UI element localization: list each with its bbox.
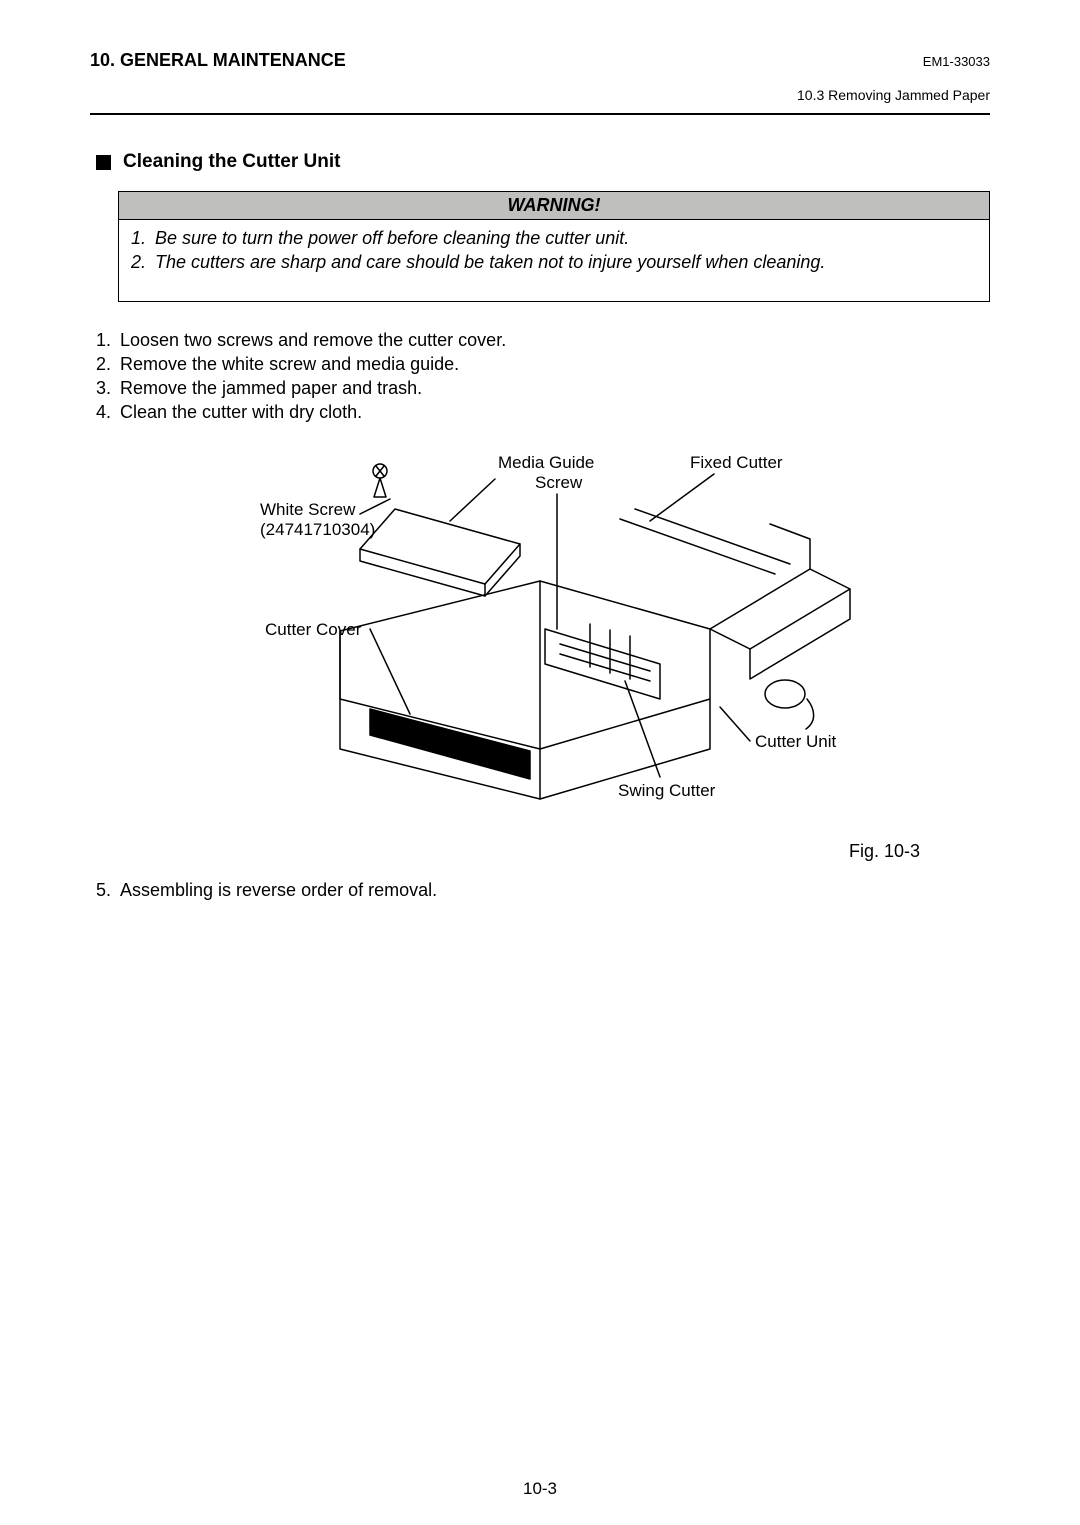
sub-section-title: 10.3 Removing Jammed Paper <box>90 87 990 103</box>
steps-list: 1.Loosen two screws and remove the cutte… <box>96 328 990 425</box>
page-header: 10. GENERAL MAINTENANCE EM1-33033 <box>90 50 990 71</box>
step-item: 5. Assembling is reverse order of remova… <box>96 880 990 901</box>
list-number: 2. <box>131 250 155 274</box>
figure-caption: Fig. 10-3 <box>90 841 920 862</box>
header-divider <box>90 113 990 115</box>
warning-text: The cutters are sharp and care should be… <box>155 250 825 274</box>
list-number: 1. <box>131 226 155 250</box>
list-number: 3. <box>96 376 120 400</box>
warning-text: Be sure to turn the power off before cle… <box>155 226 629 250</box>
chapter-title: 10. GENERAL MAINTENANCE <box>90 50 346 71</box>
diagram-label-cutter-unit: Cutter Unit <box>755 732 836 752</box>
step-text: Loosen two screws and remove the cutter … <box>120 328 506 352</box>
diagram-label-fixed-cutter: Fixed Cutter <box>690 453 783 473</box>
diagram-label-media-guide: Media Guide <box>498 453 594 473</box>
list-number: 4. <box>96 400 120 424</box>
list-number: 5. <box>96 880 120 901</box>
step-item: 2.Remove the white screw and media guide… <box>96 352 990 376</box>
warning-box: WARNING! 1. Be sure to turn the power of… <box>118 191 990 302</box>
step-item: 4.Clean the cutter with dry cloth. <box>96 400 990 424</box>
step-text: Remove the jammed paper and trash. <box>120 376 422 400</box>
page-number: 10-3 <box>0 1479 1080 1499</box>
step-text: Remove the white screw and media guide. <box>120 352 459 376</box>
step-text: Clean the cutter with dry cloth. <box>120 400 362 424</box>
list-number: 2. <box>96 352 120 376</box>
warning-item: 1. Be sure to turn the power off before … <box>131 226 977 250</box>
step-item: 3.Remove the jammed paper and trash. <box>96 376 990 400</box>
section-heading: Cleaning the Cutter Unit <box>96 151 990 173</box>
document-code: EM1-33033 <box>923 54 990 69</box>
diagram-label-cutter-cover: Cutter Cover <box>265 620 361 640</box>
section-title: Cleaning the Cutter Unit <box>123 151 340 173</box>
diagram-label-white-screw: White Screw <box>260 500 355 520</box>
step-text: Assembling is reverse order of removal. <box>120 880 437 901</box>
warning-body: 1. Be sure to turn the power off before … <box>119 220 989 301</box>
diagram-label-screw: Screw <box>535 473 582 493</box>
list-number: 1. <box>96 328 120 352</box>
steps-list-after: 5. Assembling is reverse order of remova… <box>96 880 990 901</box>
warning-item: 2. The cutters are sharp and care should… <box>131 250 977 274</box>
diagram-label-white-screw-code: (24741710304) <box>260 520 375 540</box>
warning-title: WARNING! <box>119 192 989 220</box>
step-item: 1.Loosen two screws and remove the cutte… <box>96 328 990 352</box>
diagram-label-swing-cutter: Swing Cutter <box>618 781 715 801</box>
square-bullet-icon <box>96 155 111 170</box>
diagram: Media Guide Screw Fixed Cutter White Scr… <box>190 449 930 829</box>
